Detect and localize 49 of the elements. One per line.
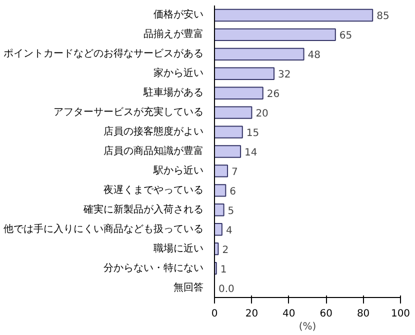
x-tick-label: 80 (356, 308, 370, 320)
data-label: 32 (278, 70, 291, 81)
y-tick-label: 他では手に入りにくい商品なども扱っている (4, 222, 204, 235)
data-label: 2 (222, 244, 229, 256)
y-tick-label: 無回答 (174, 281, 204, 294)
x-tick-label: 100 (390, 308, 410, 320)
bar (214, 86, 264, 100)
y-tick-label: 確実に新製品が入荷される (82, 203, 204, 216)
x-tick-label: 40 (282, 308, 296, 320)
bar (214, 223, 222, 236)
data-label: 1 (220, 264, 227, 276)
x-tick-label: 0 (211, 308, 218, 320)
bar (214, 145, 242, 158)
y-tick-label: ポイントカードなどのお得なサービスがある (4, 48, 204, 60)
data-label: 48 (308, 50, 321, 62)
y-tick-label: 品揃えが豊富 (144, 28, 204, 40)
y-tick-label: 分からない・特にない (104, 262, 204, 274)
data-label: 4 (226, 225, 232, 236)
y-tick-label: 店員の接客態度がよい (104, 126, 204, 138)
bar (214, 8, 374, 22)
y-tick-label: 夜遅くまでやっている (104, 184, 204, 196)
y-tick-label: 価格が安い (154, 8, 204, 21)
data-label: 85 (376, 11, 390, 22)
data-label: 26 (266, 89, 280, 100)
bar (214, 164, 228, 178)
bar (214, 48, 304, 61)
bar (214, 67, 275, 80)
data-label: 20 (256, 108, 268, 120)
x-tick-label: 60 (320, 308, 332, 320)
bar (214, 28, 336, 42)
y-tick-label: 職場に近い (154, 242, 204, 254)
y-tick-label: 駅から近い (152, 164, 204, 176)
bar (214, 126, 243, 138)
data-label: 5 (228, 206, 234, 217)
bar (214, 184, 226, 197)
data-label: 0.0 (218, 284, 234, 295)
data-label: 7 (232, 166, 238, 178)
data-label: 65 (339, 30, 352, 42)
y-tick-label: 家から近い (154, 67, 204, 80)
bar (214, 106, 252, 119)
data-label: 14 (244, 148, 258, 158)
data-label: 6 (230, 186, 236, 198)
x-axis-title: (%) (298, 322, 316, 332)
y-tick-label: アフターサービスが充実している (54, 106, 204, 118)
data-label: 15 (246, 128, 260, 140)
y-tick-label: 駐車場がある (142, 86, 204, 99)
x-tick-label: 20 (245, 308, 258, 320)
y-tick-label: 店員の商品知識が豊富 (104, 145, 204, 157)
bar (214, 204, 224, 216)
